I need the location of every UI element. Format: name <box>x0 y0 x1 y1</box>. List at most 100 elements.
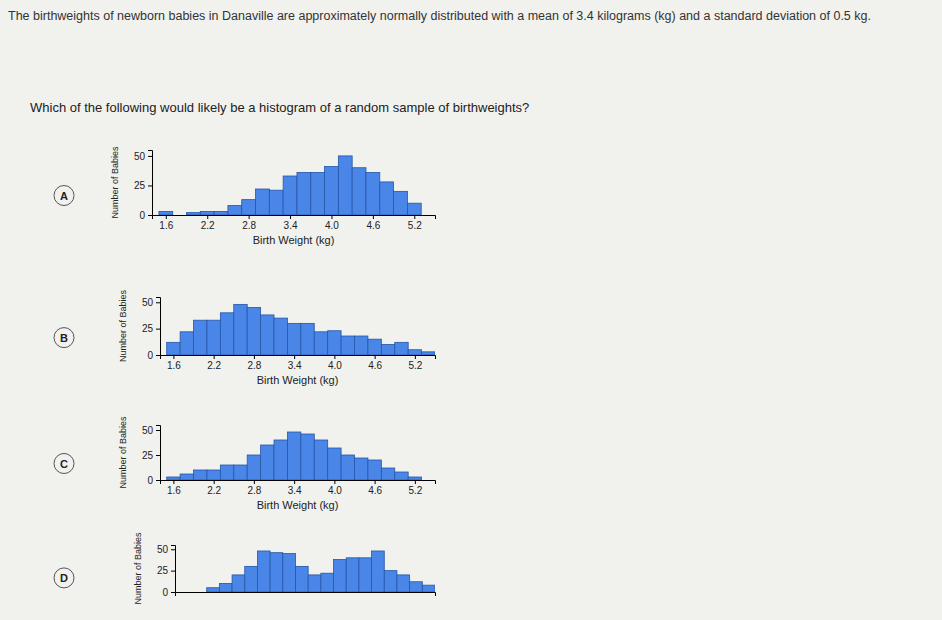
x-tick-label: 4.6 <box>366 220 380 231</box>
bar <box>372 551 385 592</box>
bar <box>408 350 421 355</box>
bar <box>269 190 283 215</box>
bar <box>245 566 258 592</box>
bar <box>395 472 408 480</box>
bar <box>311 172 325 215</box>
page: The birthweights of newborn babies in Da… <box>0 0 942 620</box>
x-tick-mark <box>331 215 332 219</box>
x-tick-label: 4.0 <box>328 360 342 371</box>
bar <box>261 315 274 355</box>
y-tick: 0 <box>147 350 160 361</box>
bar <box>274 440 287 480</box>
bar <box>325 167 339 215</box>
bar <box>346 558 359 592</box>
bar <box>397 575 410 592</box>
x-tick: 4.0 <box>328 355 342 371</box>
bar <box>295 566 308 592</box>
x-axis-title: Birth Weight (kg) <box>253 234 335 246</box>
bar <box>180 332 193 355</box>
x-tick-label: 5.2 <box>408 360 422 371</box>
y-axis-title: Number of Babies <box>110 146 120 219</box>
bar <box>338 156 352 215</box>
bar <box>359 558 372 592</box>
x-tick-mark <box>290 215 291 219</box>
x-tick-label: 5.2 <box>408 220 422 231</box>
y-tick-mark <box>148 185 152 186</box>
x-axis: 1.62.22.83.44.04.65.2 <box>161 480 436 496</box>
x-tick-label: 5.2 <box>408 485 422 496</box>
x-tick-label: 4.6 <box>368 485 382 496</box>
y-tick-mark <box>156 329 160 330</box>
y-axis: 0 25 50 <box>142 425 161 486</box>
bar <box>167 477 180 480</box>
x-tick-label: 2.2 <box>201 220 215 231</box>
bar <box>256 189 270 215</box>
bar <box>274 318 287 355</box>
bar <box>328 331 341 355</box>
x-tick-label: 2.8 <box>242 220 256 231</box>
x-tick-label: 1.6 <box>167 360 181 371</box>
x-tick-label: 4.0 <box>328 485 342 496</box>
y-axis: 02550 <box>142 297 161 361</box>
y-axis: 02550 <box>157 544 176 598</box>
x-tick: 2.8 <box>242 215 256 231</box>
x-tick-mark <box>334 355 335 359</box>
bar <box>381 344 394 355</box>
x-tick-label: 2.8 <box>247 360 261 371</box>
y-axis-title: Number of Babies <box>118 416 128 489</box>
x-tick-mark <box>334 480 335 484</box>
y-axis-title: Number of Babies <box>133 532 143 605</box>
bar <box>270 553 283 592</box>
x-tick-mark <box>173 480 174 484</box>
y-tick-mark <box>171 592 175 593</box>
bar <box>422 585 435 592</box>
bar <box>187 213 201 215</box>
x-tick-mark <box>214 480 215 484</box>
x-tick-label: 2.2 <box>207 485 221 496</box>
x-tick: 4.6 <box>368 480 382 496</box>
bars <box>159 156 421 215</box>
x-tick: 4.6 <box>368 355 382 371</box>
y-tick-label: 25 <box>157 565 169 576</box>
bar <box>407 203 421 215</box>
option-letter: C <box>60 458 68 470</box>
question-text: Which of the following would likely be a… <box>30 100 529 115</box>
y-axis-line <box>171 546 176 593</box>
option-circle <box>54 568 74 588</box>
y-axis: 02550 <box>134 151 153 221</box>
x-tick-mark <box>415 355 416 359</box>
y-tick-label: 0 <box>147 350 153 361</box>
bar <box>366 172 380 215</box>
y-tick-mark <box>148 156 152 157</box>
x-tick: 5.2 <box>408 355 422 371</box>
x-tick: 4.0 <box>325 215 339 231</box>
x-tick-label: 1.6 <box>159 220 173 231</box>
y-tick: 25 <box>142 450 160 461</box>
y-tick: 25 <box>157 565 175 576</box>
x-tick: 1.6 <box>159 215 173 231</box>
y-tick-label: 50 <box>142 425 154 436</box>
y-tick: 0 <box>162 587 175 598</box>
option-circle <box>54 454 74 474</box>
bar <box>328 448 341 480</box>
y-tick: 0 <box>147 475 160 486</box>
x-tick-label: 3.4 <box>288 485 302 496</box>
x-tick: 2.2 <box>207 480 221 496</box>
y-tick-mark <box>156 480 160 481</box>
bar <box>368 339 381 355</box>
bar <box>247 308 260 355</box>
x-axis-line <box>161 356 436 360</box>
x-tick: 5.2 <box>408 480 422 496</box>
y-tick-label: 0 <box>147 475 153 486</box>
x-tick-mark <box>373 215 374 219</box>
bar <box>242 200 256 215</box>
x-axis <box>176 593 436 597</box>
x-tick-mark <box>166 215 167 219</box>
y-tick-label: 25 <box>142 323 154 334</box>
x-tick: 3.4 <box>288 480 302 496</box>
bar <box>422 480 435 481</box>
bar <box>395 342 408 355</box>
option-letter: B <box>60 332 68 344</box>
x-axis-line <box>161 481 436 485</box>
y-axis-line <box>148 151 153 216</box>
